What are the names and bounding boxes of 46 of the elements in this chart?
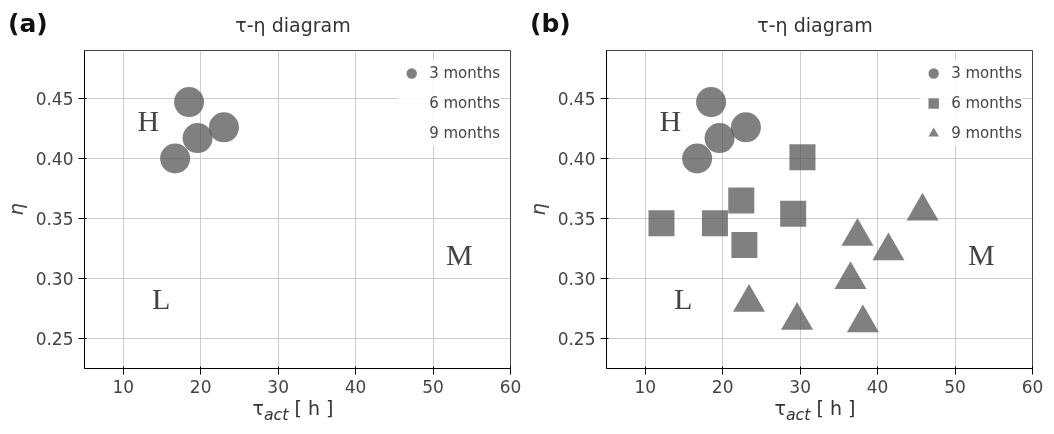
y-tick-label: 0.35 <box>557 209 596 229</box>
y-tick-label: 0.40 <box>35 149 74 169</box>
y-tick-label: 0.45 <box>35 89 74 109</box>
annotation: M <box>446 237 473 271</box>
x-tick-label: 40 <box>866 376 889 397</box>
y-tick-label: 0.35 <box>35 209 74 229</box>
annotation: L <box>674 282 693 316</box>
point <box>208 112 239 143</box>
y-axis-title: η <box>525 202 550 216</box>
x-tick-label: 60 <box>499 376 522 397</box>
x-tick-label: 30 <box>267 376 289 397</box>
y-tick-label: 0.45 <box>557 89 596 109</box>
x-tick-label: 30 <box>789 376 811 397</box>
annotation: M <box>968 237 995 271</box>
legend-label: 3 months <box>951 64 1022 82</box>
y-tick-label: 0.30 <box>557 269 596 289</box>
x-axis-title: τ$_{act}$ [ h ] <box>773 396 857 426</box>
point <box>174 87 205 118</box>
text: (b) <box>530 8 571 40</box>
x-tick-label: 20 <box>189 376 212 397</box>
x-tick-label: 50 <box>944 376 966 397</box>
annotation: L <box>152 282 171 316</box>
y-axis-title: η <box>3 202 28 216</box>
y-tick-label: 0.40 <box>557 149 596 169</box>
text: (a) <box>8 8 48 40</box>
legend-label: 9 months <box>951 124 1022 142</box>
x-tick-label: 60 <box>1021 376 1044 397</box>
y-tick-label: 0.25 <box>35 329 74 349</box>
legend-label: 3 months <box>429 64 500 82</box>
point <box>160 143 191 174</box>
annotation: H <box>137 103 160 137</box>
x-tick-label: 20 <box>711 376 734 397</box>
annotation: H <box>659 103 682 137</box>
x-tick-label: 50 <box>422 376 444 397</box>
chart-title: τ-η diagram <box>234 13 352 38</box>
y-tick-label: 0.30 <box>35 269 74 289</box>
point <box>182 123 213 154</box>
x-tick-label: 10 <box>634 376 657 397</box>
legend-label: 9 months <box>429 124 500 142</box>
chart-title: τ-η diagram <box>756 13 874 38</box>
x-axis-title: τ$_{act}$ [ h ] <box>251 396 335 426</box>
y-tick-label: 0.25 <box>557 329 596 349</box>
legend-label: 6 months <box>951 94 1022 112</box>
x-tick-label: 40 <box>344 376 367 397</box>
x-tick-label: 10 <box>112 376 135 397</box>
legend-label: 6 months <box>429 94 500 112</box>
